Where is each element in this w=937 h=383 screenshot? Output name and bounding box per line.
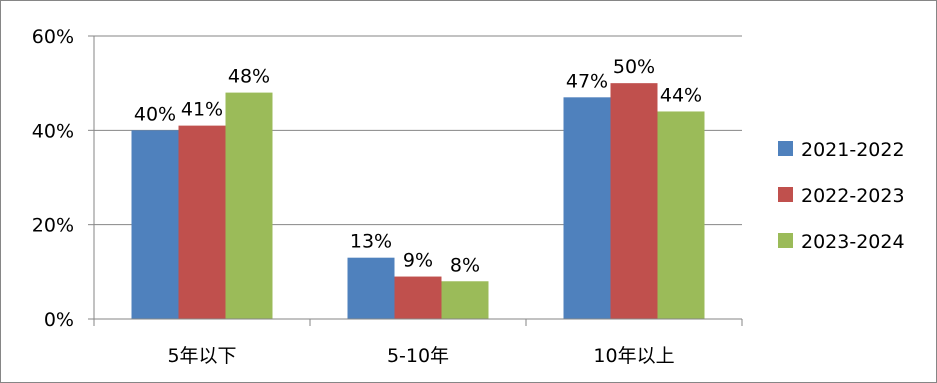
x-category-label: 10年以上 [593, 345, 674, 367]
legend-swatch [778, 187, 793, 202]
axes: 0% 20% 40% 60% 5年以下 5-10年 10年以上 [32, 26, 743, 367]
bar [178, 125, 226, 319]
bar-data-label: 8% [450, 254, 480, 276]
y-tick-label: 0% [44, 309, 74, 331]
bar-data-label: 50% [613, 56, 655, 78]
bar-data-label: 48% [228, 66, 270, 88]
bar-data-label: 40% [134, 103, 176, 125]
legend: 2021-2022 2022-2023 2023-2024 [778, 139, 905, 253]
x-category-label: 5年以下 [167, 345, 236, 367]
y-tick-label: 60% [32, 26, 74, 48]
bar [563, 97, 611, 319]
legend-swatch [778, 141, 793, 156]
bar-data-label: 44% [660, 84, 702, 106]
legend-label: 2021-2022 [801, 139, 905, 161]
bar-data-label: 13% [350, 231, 392, 253]
bar [131, 130, 179, 319]
bar-data-label: 47% [566, 70, 608, 92]
data-labels: 40% 41%48% 13% 9% 8% 47%50%44% [134, 56, 702, 276]
bar [610, 83, 658, 320]
bar-data-label: 41% [181, 99, 223, 121]
legend-label: 2023-2024 [801, 231, 905, 253]
y-tick-label: 20% [32, 215, 74, 237]
legend-swatch [778, 233, 793, 248]
bar-data-label: 9% [403, 250, 433, 272]
bar [394, 276, 442, 319]
bar [441, 281, 489, 319]
x-category-label: 5-10年 [387, 345, 449, 367]
bar [657, 111, 705, 319]
bar [225, 92, 273, 319]
legend-label: 2022-2023 [801, 185, 905, 207]
bar [347, 257, 395, 319]
y-tick-label: 40% [32, 120, 74, 142]
bars [131, 83, 705, 320]
